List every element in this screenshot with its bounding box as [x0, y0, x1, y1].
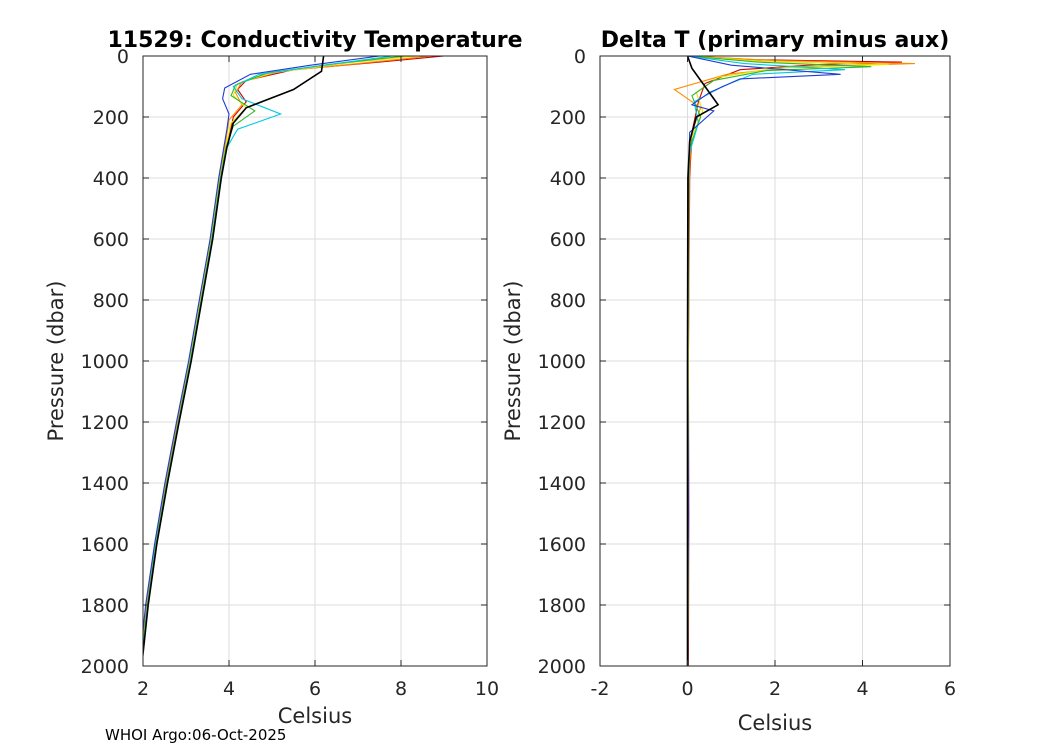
delta-t-series: [673, 56, 916, 666]
temperature-ytick-label: 800: [93, 290, 129, 312]
delta-t-xtick-label: 2: [769, 678, 781, 700]
delta-t-xtick-label: 4: [856, 678, 868, 700]
temperature-ylabel: Pressure (dbar): [44, 281, 68, 442]
temperature-ytick-label: 1200: [81, 412, 129, 434]
temperature-xtick-label: 10: [475, 678, 499, 700]
temperature-ticks: 2 4 6 8 10 0 200 400 600 800 1000 1200 1400 1600 1800 2…: [81, 46, 499, 700]
delta-t-series-delta-black: [686, 56, 720, 666]
delta-t-xlabel: Celsius: [738, 711, 812, 735]
delta-t-ytick-label: 600: [550, 229, 586, 251]
delta-t-xtick-label: 0: [681, 678, 693, 700]
temperature-xtick-label: 2: [137, 678, 149, 700]
temperature-ytick-label: 1600: [81, 534, 129, 556]
temperature-ytick-label: 1800: [81, 595, 129, 617]
temperature-xlabel: Celsius: [278, 704, 352, 728]
footer-stamp: WHOI Argo:06-Oct-2025: [105, 726, 286, 744]
delta-t-panel: -2 0 2 4 6 0 200 400 600 800 1000 1200 1400 1600 1800 2…: [501, 28, 956, 735]
temperature-series: [143, 56, 445, 662]
delta-t-title: Delta T (primary minus aux): [601, 28, 950, 53]
delta-t-ytick-label: 1200: [538, 412, 586, 434]
delta-t-ytick-label: 0: [574, 46, 586, 68]
temperature-ytick-label: 1000: [81, 351, 129, 373]
delta-t-ytick-label: 1000: [538, 351, 586, 373]
temperature-ytick-label: 600: [93, 229, 129, 251]
delta-t-xtick-label: -2: [591, 678, 610, 700]
temperature-xtick-label: 8: [395, 678, 407, 700]
delta-t-ytick-label: 2000: [538, 656, 586, 678]
delta-t-xtick-label: 6: [944, 678, 956, 700]
temperature-panel: 2 4 6 8 10 0 200 400 600 800 1000 1200 1400 1600 1800 2…: [44, 28, 523, 728]
temperature-xtick-label: 6: [309, 678, 321, 700]
delta-t-ytick-label: 1600: [538, 534, 586, 556]
delta-t-ytick-label: 1400: [538, 473, 586, 495]
temperature-series-profile-black: [143, 56, 325, 662]
temperature-ytick-label: 2000: [81, 656, 129, 678]
delta-t-ytick-label: 1800: [538, 595, 586, 617]
delta-t-ytick-label: 800: [550, 290, 586, 312]
temperature-title: 11529: Conductivity Temperature: [107, 28, 522, 53]
delta-t-ylabel: Pressure (dbar): [501, 281, 525, 442]
temperature-series-profile-blue: [143, 56, 380, 638]
temperature-xtick-label: 4: [223, 678, 235, 700]
delta-t-ytick-label: 400: [550, 168, 586, 190]
delta-t-ticks: -2 0 2 4 6 0 200 400 600 800 1000 1200 1400 1600 1800 2…: [538, 46, 956, 700]
temperature-ytick-label: 0: [117, 46, 129, 68]
temperature-ytick-label: 200: [93, 107, 129, 129]
delta-t-ytick-label: 200: [550, 107, 586, 129]
temperature-ytick-label: 400: [93, 168, 129, 190]
temperature-ytick-label: 1400: [81, 473, 129, 495]
